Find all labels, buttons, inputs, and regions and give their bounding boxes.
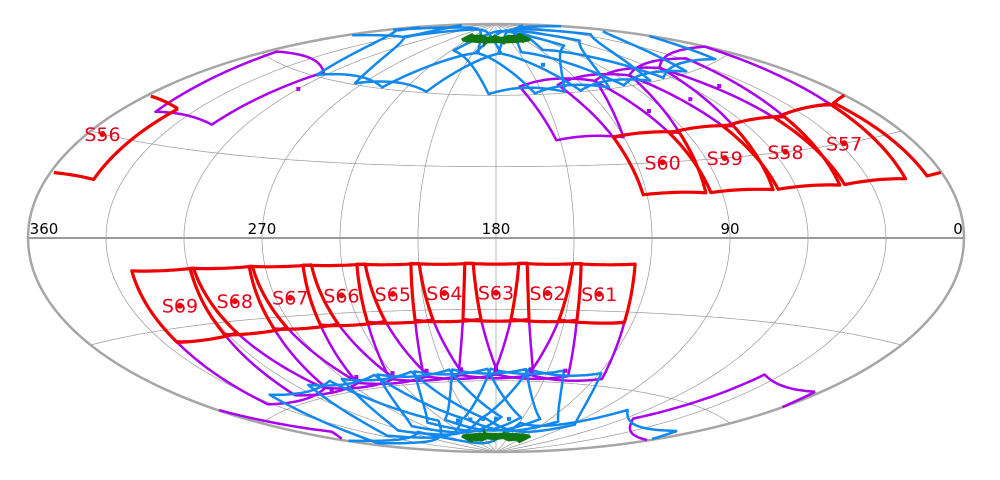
sector-label-s69: S69 — [162, 296, 198, 318]
sector-label-s67: S67 — [272, 288, 308, 310]
purple-marker — [528, 367, 533, 372]
sector-footprint-ring3 — [376, 368, 503, 434]
sector-center-marker — [231, 298, 238, 305]
sector-footprint-ring3 — [462, 367, 566, 433]
purple-marker — [390, 371, 395, 376]
purple-marker — [646, 109, 651, 113]
purple-marker — [688, 97, 693, 102]
sector-footprint-ring3 — [340, 370, 483, 436]
sector-label-s62: S62 — [529, 283, 565, 305]
graticule — [26, 22, 966, 454]
sector-footprint-ring3 — [315, 26, 482, 89]
sector-label-s56: S56 — [84, 124, 120, 146]
labels: S56 S57 S58 S59 S60 S61 S62 S63 S64 S65 S66 S67 S68 S… — [30, 124, 963, 318]
blue-marker — [468, 417, 473, 422]
sector-center-marker — [287, 294, 294, 301]
parallel — [261, 52, 731, 96]
blue-marker — [494, 416, 498, 421]
sector-footprint-s58 — [721, 114, 842, 191]
sector-center-marker — [841, 140, 848, 147]
map-outline — [26, 22, 966, 454]
purple-marker — [494, 366, 498, 371]
sector-center-marker — [493, 289, 499, 296]
south-cvz-track — [461, 428, 532, 444]
sector-label-s68: S68 — [217, 291, 253, 313]
purple-marker — [329, 387, 334, 392]
purple-marker — [459, 367, 464, 372]
sector-footprint-ring2 — [218, 373, 816, 442]
sector-label-s60: S60 — [644, 152, 680, 174]
sector-footprint-ring3 — [452, 29, 567, 96]
parallel — [90, 130, 902, 168]
sector-center-marker — [596, 290, 603, 297]
purple-marker — [424, 368, 429, 373]
sector-center-marker — [389, 290, 396, 297]
sector-footprint-s57 — [773, 102, 908, 187]
longitude-label-90: 90 — [720, 220, 739, 238]
sector-label-s59: S59 — [707, 148, 743, 170]
sector-footprint-ring3 — [443, 367, 542, 432]
blue-marker — [506, 416, 511, 421]
sector-footprint-s60 — [611, 130, 708, 197]
purple-marker — [717, 84, 722, 88]
longitude-label-270: 270 — [248, 220, 277, 238]
longitude-label-180: 180 — [482, 220, 511, 238]
purple-marker — [354, 375, 359, 379]
sector-label-s64: S64 — [426, 283, 462, 305]
sector-footprint-ring3 — [413, 367, 523, 433]
sector-footprint-ring3 — [497, 27, 652, 92]
blue-marker — [541, 62, 546, 67]
sector-footprint-ring2 — [154, 50, 326, 126]
sector-footprint-s69 — [130, 266, 240, 344]
sector-label-s65: S65 — [375, 284, 411, 306]
sector-center-marker — [177, 302, 183, 309]
sector-footprint-s56 — [53, 93, 942, 182]
pointing-markers — [99, 62, 848, 423]
purple-marker — [563, 368, 568, 373]
sector-label-s58: S58 — [767, 142, 803, 164]
sector-center-marker — [338, 292, 345, 299]
blue-marker — [481, 416, 486, 421]
sector-footprint-ring2 — [518, 77, 625, 142]
sector-center-marker — [659, 159, 666, 166]
sector-center-marker — [99, 131, 106, 137]
longitude-label-0: 0 — [953, 220, 963, 238]
longitude-label-360: 360 — [30, 220, 59, 238]
sector-footprint-s59 — [667, 123, 775, 195]
blue-marker — [455, 418, 460, 423]
sector-center-marker — [544, 290, 551, 296]
sector-center-marker — [721, 155, 728, 161]
purple-marker — [296, 86, 301, 91]
north-cvz-track — [461, 32, 532, 48]
sector-footprint-ring3 — [268, 379, 443, 445]
sector-label-s61: S61 — [581, 284, 617, 306]
parallel — [261, 380, 731, 424]
sector-label-s63: S63 — [478, 283, 514, 305]
sector-footprint-ring3 — [353, 28, 503, 93]
sector-center-marker — [441, 290, 448, 296]
sector-footprint-ring3 — [306, 373, 464, 439]
sector-label-s66: S66 — [323, 285, 359, 307]
sector-label-s57: S57 — [826, 133, 862, 155]
sector-footprint-ring3 — [348, 408, 678, 445]
sector-center-marker — [782, 148, 789, 155]
